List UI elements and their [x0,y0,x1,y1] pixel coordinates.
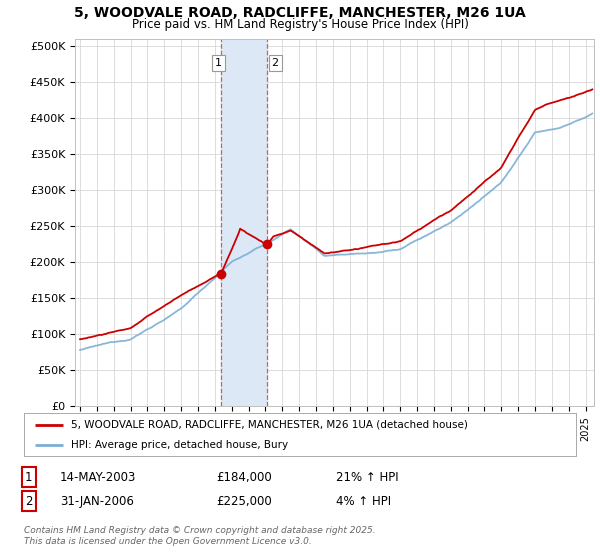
Text: 2: 2 [272,58,279,68]
Text: 1: 1 [215,58,222,68]
Text: 2: 2 [25,494,32,508]
Text: £225,000: £225,000 [216,494,272,508]
Text: 31-JAN-2006: 31-JAN-2006 [60,494,134,508]
Text: 21% ↑ HPI: 21% ↑ HPI [336,470,398,484]
Text: £184,000: £184,000 [216,470,272,484]
Text: 4% ↑ HPI: 4% ↑ HPI [336,494,391,508]
Text: HPI: Average price, detached house, Bury: HPI: Average price, detached house, Bury [71,440,288,450]
Text: Price paid vs. HM Land Registry's House Price Index (HPI): Price paid vs. HM Land Registry's House … [131,18,469,31]
Text: 14-MAY-2003: 14-MAY-2003 [60,470,136,484]
Text: Contains HM Land Registry data © Crown copyright and database right 2025.
This d: Contains HM Land Registry data © Crown c… [24,526,376,546]
Text: 5, WOODVALE ROAD, RADCLIFFE, MANCHESTER, M26 1UA: 5, WOODVALE ROAD, RADCLIFFE, MANCHESTER,… [74,6,526,20]
Bar [221,39,267,406]
Text: 5, WOODVALE ROAD, RADCLIFFE, MANCHESTER, M26 1UA (detached house): 5, WOODVALE ROAD, RADCLIFFE, MANCHESTER,… [71,419,468,430]
Text: 1: 1 [25,470,32,484]
